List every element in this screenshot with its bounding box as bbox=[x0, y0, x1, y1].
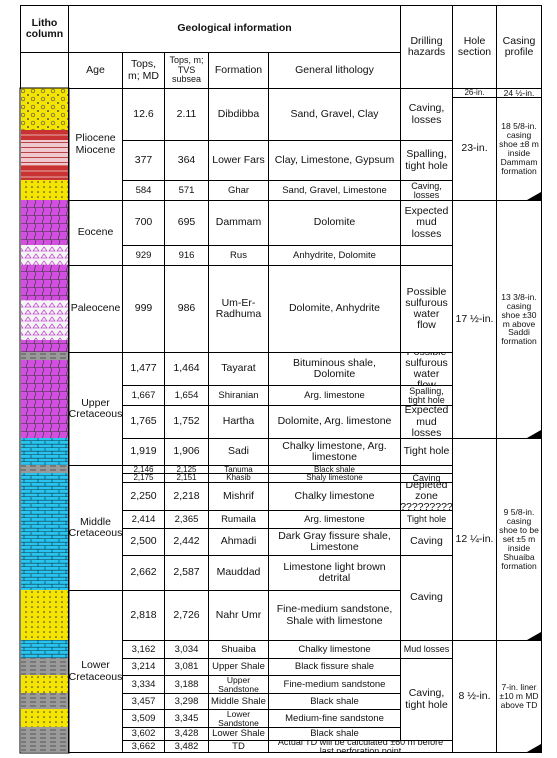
litho-strip bbox=[21, 693, 68, 709]
litho-frame bbox=[19, 87, 70, 754]
litho-strip bbox=[21, 180, 68, 200]
litho-strip bbox=[21, 165, 68, 180]
litho-strip bbox=[21, 245, 68, 265]
litho-strip bbox=[21, 352, 68, 360]
litho-strip bbox=[21, 658, 68, 675]
litho-strip bbox=[21, 640, 68, 658]
litho-strip bbox=[21, 130, 68, 140]
litho-strip bbox=[21, 265, 68, 300]
litho-strip bbox=[21, 590, 68, 640]
litho-strip bbox=[21, 88, 68, 130]
casing-shoe bbox=[527, 744, 541, 752]
litho-strip bbox=[21, 465, 68, 473]
litho-strip bbox=[21, 473, 68, 590]
casing-shoe bbox=[527, 632, 541, 640]
litho-strip bbox=[21, 200, 68, 245]
litho-strip bbox=[21, 140, 68, 165]
casing-profile: 9 5/8-in. casing shoe to be set ±5 m ins… bbox=[496, 438, 542, 641]
litho-strip bbox=[21, 709, 68, 727]
litho-strip bbox=[21, 675, 68, 693]
casing-profile: 7-in. liner ±10 m MD above TD bbox=[496, 640, 542, 753]
litho-strip bbox=[21, 438, 68, 465]
litho-strip bbox=[21, 360, 68, 438]
casing-shoe bbox=[527, 192, 541, 200]
litho-strip bbox=[21, 727, 68, 752]
litho-strip bbox=[21, 340, 68, 352]
casing-shoe bbox=[527, 430, 541, 438]
litho-strip bbox=[21, 300, 68, 340]
